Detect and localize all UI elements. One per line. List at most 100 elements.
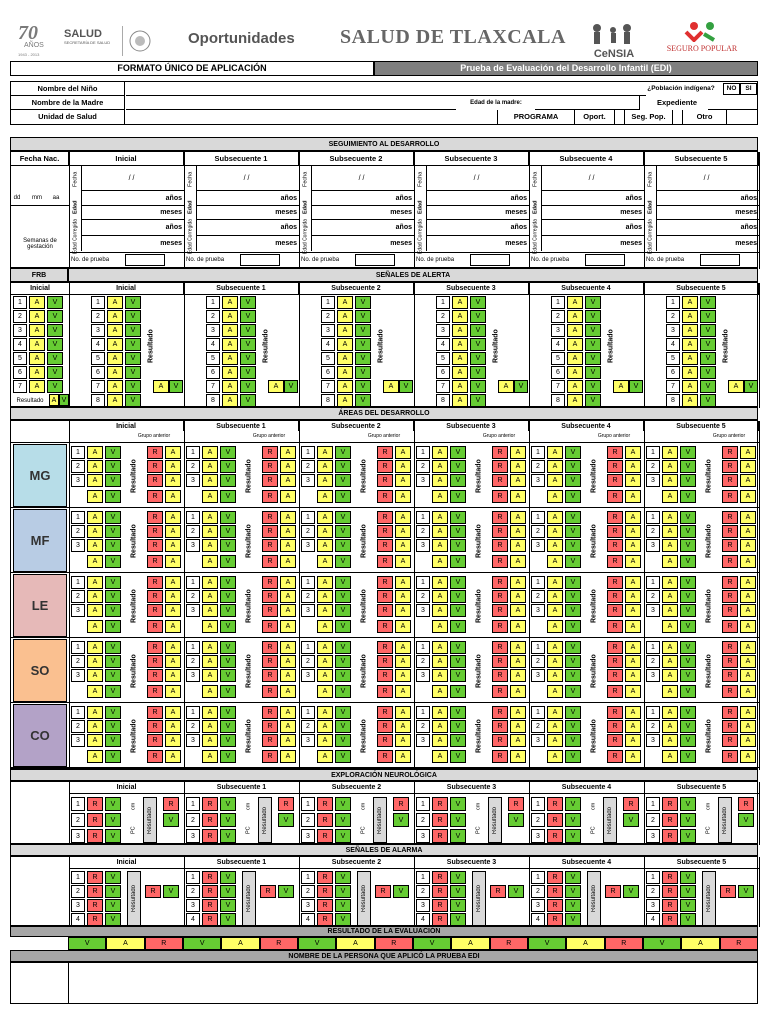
frb-v-cell[interactable]: V xyxy=(47,296,63,309)
area-v-cell[interactable]: V xyxy=(450,590,466,603)
area-result-v[interactable]: V xyxy=(105,685,121,698)
area-result-a[interactable]: A xyxy=(432,555,448,568)
frb-v-cell[interactable]: V xyxy=(47,366,63,379)
alarma-r-cell[interactable]: R xyxy=(317,885,333,898)
area-prev-result-r[interactable]: R xyxy=(262,555,278,568)
alerta-v-cell[interactable]: V xyxy=(470,310,486,323)
area-a-cell[interactable]: A xyxy=(317,706,333,719)
area-v-cell[interactable]: V xyxy=(680,706,696,719)
area-a-cell[interactable]: A xyxy=(317,539,333,552)
alarma-r-cell[interactable]: R xyxy=(547,913,563,926)
area-result-v[interactable]: V xyxy=(335,620,351,633)
neuro-v-cell[interactable]: V xyxy=(450,813,466,827)
alerta-a-cell[interactable]: A xyxy=(682,296,698,309)
area-v-cell[interactable]: V xyxy=(105,734,121,747)
area-a-cell[interactable]: A xyxy=(202,734,218,747)
area-prev-a-cell[interactable]: A xyxy=(395,641,411,654)
alerta-a-cell[interactable]: A xyxy=(107,352,123,365)
area-prev-result-r[interactable]: R xyxy=(262,490,278,503)
area-v-cell[interactable]: V xyxy=(565,460,581,473)
area-prev-result-a[interactable]: A xyxy=(280,750,296,763)
resultado-eval-cell[interactable]: V xyxy=(297,937,337,950)
area-a-cell[interactable]: A xyxy=(547,669,563,682)
area-prev-result-a[interactable]: A xyxy=(280,685,296,698)
area-prev-r-cell[interactable]: R xyxy=(607,539,623,552)
alerta-v-cell[interactable]: V xyxy=(125,338,141,351)
area-prev-result-r[interactable]: R xyxy=(607,685,623,698)
area-prev-r-cell[interactable]: R xyxy=(262,706,278,719)
area-prev-r-cell[interactable]: R xyxy=(147,669,163,682)
area-prev-a-cell[interactable]: A xyxy=(395,460,411,473)
area-prev-result-a[interactable]: A xyxy=(280,620,296,633)
area-prev-a-cell[interactable]: A xyxy=(625,734,641,747)
alerta-v-cell[interactable]: V xyxy=(125,296,141,309)
area-prev-a-cell[interactable]: A xyxy=(625,669,641,682)
neuro-result-v[interactable]: V xyxy=(508,813,524,827)
alerta-result-v[interactable]: V xyxy=(399,380,413,393)
neuro-v-cell[interactable]: V xyxy=(105,813,121,827)
area-prev-result-r[interactable]: R xyxy=(147,490,163,503)
area-a-cell[interactable]: A xyxy=(432,590,448,603)
area-prev-result-a[interactable]: A xyxy=(625,750,641,763)
area-prev-result-a[interactable]: A xyxy=(165,490,181,503)
no-prueba-field[interactable] xyxy=(125,254,165,266)
area-prev-r-cell[interactable]: R xyxy=(377,604,393,617)
area-a-cell[interactable]: A xyxy=(547,474,563,487)
neuro-v-cell[interactable]: V xyxy=(565,829,581,843)
area-prev-a-cell[interactable]: A xyxy=(625,576,641,589)
alerta-a-cell[interactable]: A xyxy=(107,310,123,323)
no-prueba-field[interactable] xyxy=(470,254,510,266)
area-prev-r-cell[interactable]: R xyxy=(722,706,738,719)
area-prev-a-cell[interactable]: A xyxy=(165,576,181,589)
area-a-cell[interactable]: A xyxy=(432,641,448,654)
area-prev-r-cell[interactable]: R xyxy=(377,539,393,552)
alerta-v-cell[interactable]: V xyxy=(585,352,601,365)
area-v-cell[interactable]: V xyxy=(105,460,121,473)
area-result-a[interactable]: A xyxy=(202,490,218,503)
area-v-cell[interactable]: V xyxy=(105,576,121,589)
area-prev-r-cell[interactable]: R xyxy=(492,641,508,654)
alarma-v-cell[interactable]: V xyxy=(450,885,466,898)
fecha-field[interactable]: / / xyxy=(473,174,480,182)
alerta-v-cell[interactable]: V xyxy=(240,352,256,365)
area-prev-a-cell[interactable]: A xyxy=(740,474,756,487)
area-result-a[interactable]: A xyxy=(432,490,448,503)
area-prev-result-a[interactable]: A xyxy=(625,620,641,633)
area-prev-r-cell[interactable]: R xyxy=(492,590,508,603)
alarma-v-cell[interactable]: V xyxy=(105,871,121,884)
area-prev-a-cell[interactable]: A xyxy=(280,539,296,552)
alerta-v-cell[interactable]: V xyxy=(470,366,486,379)
alerta-v-cell[interactable]: V xyxy=(125,352,141,365)
alerta-a-cell[interactable]: A xyxy=(567,338,583,351)
alerta-a-cell[interactable]: A xyxy=(107,338,123,351)
alerta-a-cell[interactable]: A xyxy=(222,338,238,351)
area-prev-r-cell[interactable]: R xyxy=(722,474,738,487)
area-v-cell[interactable]: V xyxy=(220,641,236,654)
alarma-r-cell[interactable]: R xyxy=(432,899,448,912)
area-prev-r-cell[interactable]: R xyxy=(147,539,163,552)
area-a-cell[interactable]: A xyxy=(87,734,103,747)
area-prev-r-cell[interactable]: R xyxy=(262,655,278,668)
alarma-result-v[interactable]: V xyxy=(278,885,294,898)
area-result-v[interactable]: V xyxy=(680,555,696,568)
alerta-a-cell[interactable]: A xyxy=(567,394,583,407)
neuro-v-cell[interactable]: V xyxy=(220,813,236,827)
alerta-a-cell[interactable]: A xyxy=(452,380,468,393)
area-prev-r-cell[interactable]: R xyxy=(722,511,738,524)
area-prev-r-cell[interactable]: R xyxy=(492,446,508,459)
area-a-cell[interactable]: A xyxy=(547,590,563,603)
neuro-v-cell[interactable]: V xyxy=(335,797,351,811)
area-a-cell[interactable]: A xyxy=(662,641,678,654)
alerta-v-cell[interactable]: V xyxy=(470,380,486,393)
area-a-cell[interactable]: A xyxy=(202,720,218,733)
area-v-cell[interactable]: V xyxy=(220,734,236,747)
area-v-cell[interactable]: V xyxy=(450,720,466,733)
area-v-cell[interactable]: V xyxy=(105,590,121,603)
frb-a-cell[interactable]: A xyxy=(29,324,45,337)
neuro-result-v[interactable]: V xyxy=(163,813,179,827)
area-prev-a-cell[interactable]: A xyxy=(740,460,756,473)
alerta-v-cell[interactable]: V xyxy=(470,352,486,365)
area-result-v[interactable]: V xyxy=(450,490,466,503)
neuro-v-cell[interactable]: V xyxy=(450,829,466,843)
area-prev-r-cell[interactable]: R xyxy=(147,446,163,459)
